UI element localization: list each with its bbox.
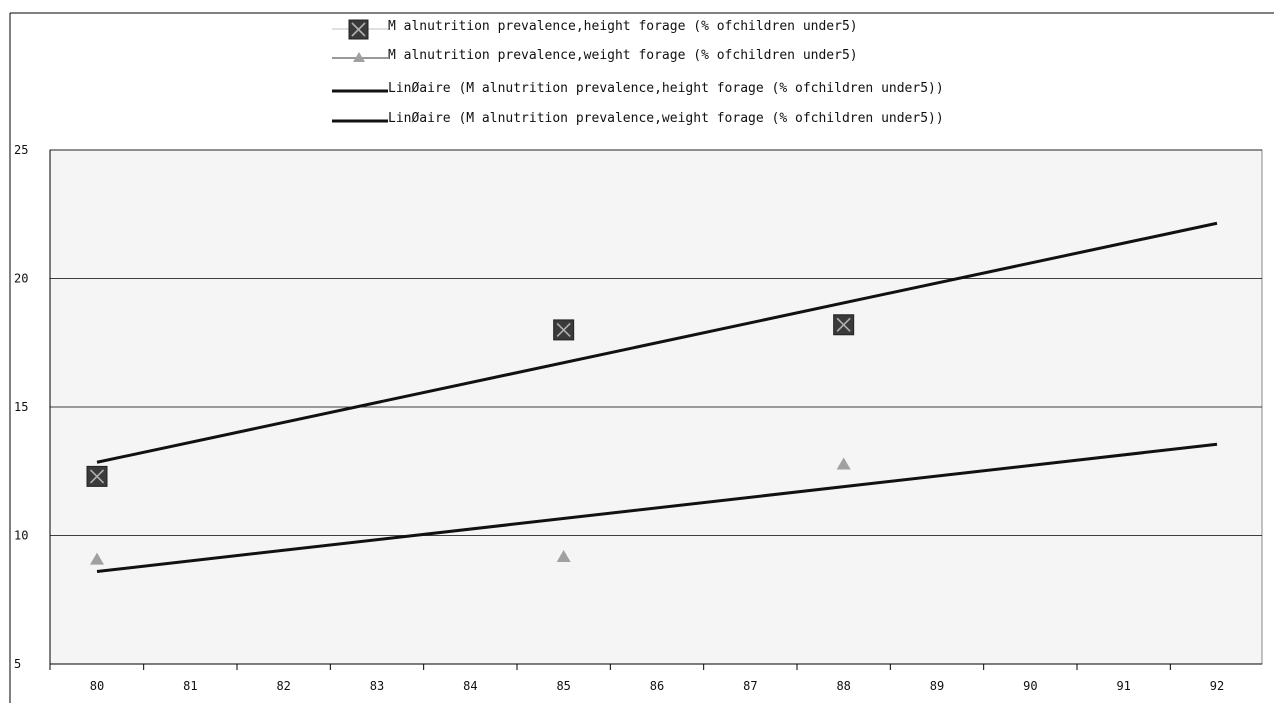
point-weight-for-age bbox=[556, 550, 571, 563]
point-weight-for-age bbox=[836, 457, 851, 470]
x-tick-labels: 80 81 82 83 84 85 86 87 88 89 90 91 92 bbox=[49, 664, 1224, 693]
x-tick-label: 88 bbox=[836, 679, 850, 693]
x-tick-label: 83 bbox=[370, 679, 384, 693]
legend: M alnutrition prevalence,height forage (… bbox=[9, 12, 1274, 148]
y-tick-label: 25 bbox=[14, 143, 28, 157]
x-tick-label: 87 bbox=[743, 679, 757, 693]
y-tick-label: 20 bbox=[14, 272, 28, 286]
y-tick-label: 10 bbox=[14, 529, 28, 543]
trendline-0 bbox=[96, 221, 1218, 464]
legend-marker-weight bbox=[353, 52, 365, 62]
x-tick-label: 82 bbox=[276, 679, 290, 693]
x-tick-label: 91 bbox=[1116, 679, 1130, 693]
point-height-for-age bbox=[553, 319, 575, 341]
y-tick-label: 15 bbox=[14, 400, 28, 414]
x-tick-label: 85 bbox=[556, 679, 570, 693]
x-tick-label: 84 bbox=[463, 679, 477, 693]
trendlines bbox=[96, 221, 1218, 573]
point-weight-for-age bbox=[90, 552, 104, 565]
x-tick-label: 92 bbox=[1210, 679, 1224, 693]
x-tick-label: 80 bbox=[90, 679, 104, 693]
x-tick-label: 90 bbox=[1023, 679, 1037, 693]
gridlines bbox=[50, 149, 1262, 536]
x-tick-label: 81 bbox=[183, 679, 197, 693]
point-height-for-age bbox=[833, 314, 855, 336]
point-height-for-age bbox=[86, 465, 108, 487]
y-tick-labels: 5 10 15 20 25 bbox=[14, 143, 28, 671]
data-points bbox=[86, 314, 855, 565]
legend-label-weight: M alnutrition prevalence,weight forage (… bbox=[388, 48, 858, 63]
legend-label-height: M alnutrition prevalence,height forage (… bbox=[388, 19, 858, 34]
legend-label-trend-height: LinØaire (M alnutrition prevalence,heigh… bbox=[388, 81, 944, 96]
x-tick-label: 89 bbox=[930, 679, 944, 693]
legend-marker-height bbox=[348, 19, 369, 40]
legend-label-trend-weight: LinØaire (M alnutrition prevalence,weigh… bbox=[388, 111, 944, 126]
x-tick-label: 86 bbox=[650, 679, 664, 693]
trendline-1 bbox=[96, 442, 1218, 573]
y-tick-label: 5 bbox=[14, 657, 21, 671]
